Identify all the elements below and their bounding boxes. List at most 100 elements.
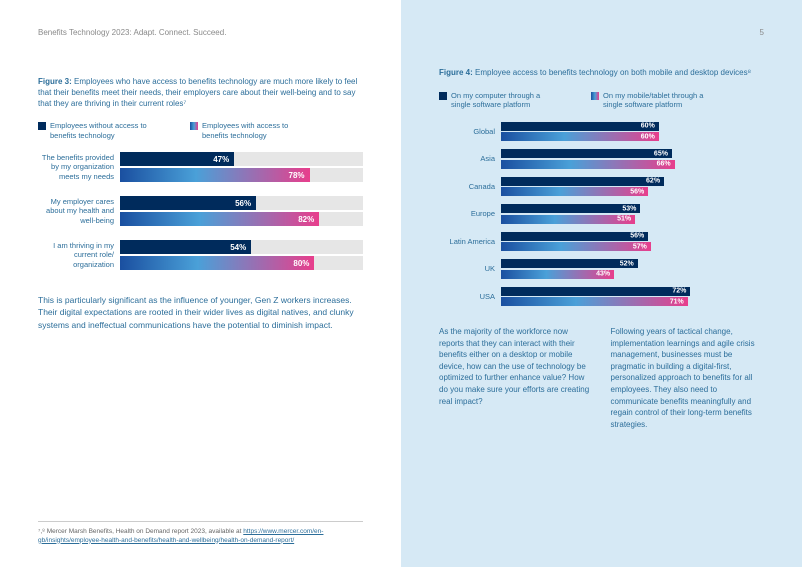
bar-value: 54%: [230, 243, 246, 252]
page-number: 5: [760, 28, 764, 37]
chart-row: Europe53%51%: [439, 204, 764, 224]
bar-value: 80%: [293, 259, 309, 268]
page-right: 5 Figure 4: Employee access to benefits …: [401, 0, 802, 567]
figure3-caption: Figure 3: Employees who have access to b…: [38, 77, 363, 109]
chart-row-bars: 52% 43%: [501, 259, 764, 279]
chart-row: Latin America56%57%: [439, 232, 764, 252]
bar-track: 51%: [501, 215, 764, 224]
bar-value: 56%: [235, 199, 251, 208]
bar-computer: 53%: [501, 204, 640, 213]
chart-row-label: UK: [439, 264, 501, 273]
bar-with-access: 80%: [120, 256, 314, 270]
legend-swatch-navy: [439, 92, 447, 100]
legend-text: On my computer through a single software…: [451, 91, 561, 110]
figure4-chart: Global60%60%Asia65%66%Canada62%56%Europe…: [439, 122, 764, 307]
chart-row-label: My employer cares about my health and we…: [38, 197, 120, 225]
chart-row-label: The benefits provided by my organization…: [38, 153, 120, 181]
chart-row: I am thriving in my current role/ organi…: [38, 240, 363, 270]
page-left: Benefits Technology 2023: Adapt. Connect…: [0, 0, 401, 567]
bar-track: 78%: [120, 168, 363, 182]
bar-mobile: 51%: [501, 215, 635, 224]
legend-text: On my mobile/tablet through a single sof…: [603, 91, 713, 110]
bar-track: 60%: [501, 132, 764, 141]
footnote: ⁷,⁸ Mercer Marsh Benefits, Health on Dem…: [38, 521, 363, 545]
bar-mobile: 60%: [501, 132, 659, 141]
bar-track: 71%: [501, 297, 764, 306]
bar-track: 52%: [501, 259, 764, 268]
legend-item: Employees with access to benefits techno…: [190, 121, 312, 140]
bar-track: 66%: [501, 160, 764, 169]
chart-row: Canada62%56%: [439, 177, 764, 197]
bar-value: 43%: [596, 271, 610, 278]
legend-swatch-gradient: [190, 122, 198, 130]
bar-without-access: 56%: [120, 196, 256, 210]
bar-track: 54%: [120, 240, 363, 254]
bar-computer: 56%: [501, 232, 648, 241]
chart-row: Asia65%66%: [439, 149, 764, 169]
chart-row-label: I am thriving in my current role/ organi…: [38, 241, 120, 269]
bar-mobile: 71%: [501, 297, 688, 306]
figure4-label: Figure 4:: [439, 68, 473, 77]
bar-value: 72%: [672, 288, 686, 295]
chart-row-label: Canada: [439, 182, 501, 191]
bar-computer: 52%: [501, 259, 638, 268]
figure3-chart: The benefits provided by my organization…: [38, 152, 363, 270]
bar-computer: 60%: [501, 122, 659, 131]
bar-track: 57%: [501, 242, 764, 251]
chart-row: Global60%60%: [439, 122, 764, 142]
figure4-legend: On my computer through a single software…: [439, 91, 764, 110]
running-header: Benefits Technology 2023: Adapt. Connect…: [38, 28, 363, 37]
chart-row-bars: 56%57%: [501, 232, 764, 252]
bar-computer: 65%: [501, 149, 672, 158]
bar-track: 72%: [501, 287, 764, 296]
chart-row-bars: 62%56%: [501, 177, 764, 197]
bar-value: 60%: [641, 123, 655, 130]
chart-row-label: Latin America: [439, 237, 501, 246]
bar-value: 66%: [657, 161, 671, 168]
bar-without-access: 54%: [120, 240, 251, 254]
bar-track: 53%: [501, 204, 764, 213]
bar-value: 78%: [289, 171, 305, 180]
chart-row-label: Global: [439, 127, 501, 136]
legend-swatch-gradient: [591, 92, 599, 100]
bar-track: 65%: [501, 149, 764, 158]
figure3-label: Figure 3:: [38, 77, 72, 86]
bar-with-access: 82%: [120, 212, 319, 226]
chart-row-label: USA: [439, 292, 501, 301]
legend-swatch-navy: [38, 122, 46, 130]
bar-value: 71%: [670, 298, 684, 305]
bar-value: 82%: [298, 215, 314, 224]
bar-value: 65%: [654, 150, 668, 157]
bar-value: 56%: [630, 188, 644, 195]
bar-value: 52%: [620, 260, 634, 267]
legend-text: Employees without access to benefits tec…: [50, 121, 160, 140]
bar-value: 56%: [630, 233, 644, 240]
chart-row-bars: 54% 80%: [120, 240, 363, 270]
figure3-caption-text: Employees who have access to benefits te…: [38, 77, 357, 108]
bar-track: 80%: [120, 256, 363, 270]
bar-with-access: 78%: [120, 168, 310, 182]
bar-value: 57%: [633, 243, 647, 250]
bar-mobile: 43%: [501, 270, 614, 279]
bar-value: 47%: [213, 155, 229, 164]
figure3-legend: Employees without access to benefits tec…: [38, 121, 363, 140]
bar-without-access: 47%: [120, 152, 234, 166]
chart-row-bars: 60%60%: [501, 122, 764, 142]
chart-row: The benefits provided by my organization…: [38, 152, 363, 182]
bar-track: 60%: [501, 122, 764, 131]
right-body-columns: As the majority of the workforce now rep…: [439, 326, 764, 430]
bar-track: 47%: [120, 152, 363, 166]
bar-mobile: 66%: [501, 160, 675, 169]
bar-mobile: 57%: [501, 242, 651, 251]
chart-row-bars: 65% 66%: [501, 149, 764, 169]
bar-track: 43%: [501, 270, 764, 279]
figure4-caption: Figure 4: Employee access to benefits te…: [439, 68, 764, 79]
chart-row-bars: 53%51%: [501, 204, 764, 224]
chart-row-bars: 47% 78%: [120, 152, 363, 182]
bar-computer: 72%: [501, 287, 690, 296]
figure4-caption-text: Employee access to benefits technology o…: [473, 68, 751, 77]
bar-track: 62%: [501, 177, 764, 186]
chart-row: USA 72% 71%: [439, 287, 764, 307]
bar-value: 51%: [617, 216, 631, 223]
bar-track: 82%: [120, 212, 363, 226]
